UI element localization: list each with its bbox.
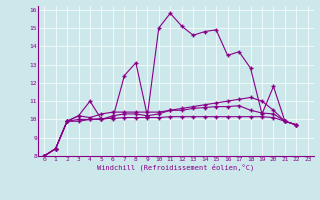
X-axis label: Windchill (Refroidissement éolien,°C): Windchill (Refroidissement éolien,°C)	[97, 164, 255, 171]
